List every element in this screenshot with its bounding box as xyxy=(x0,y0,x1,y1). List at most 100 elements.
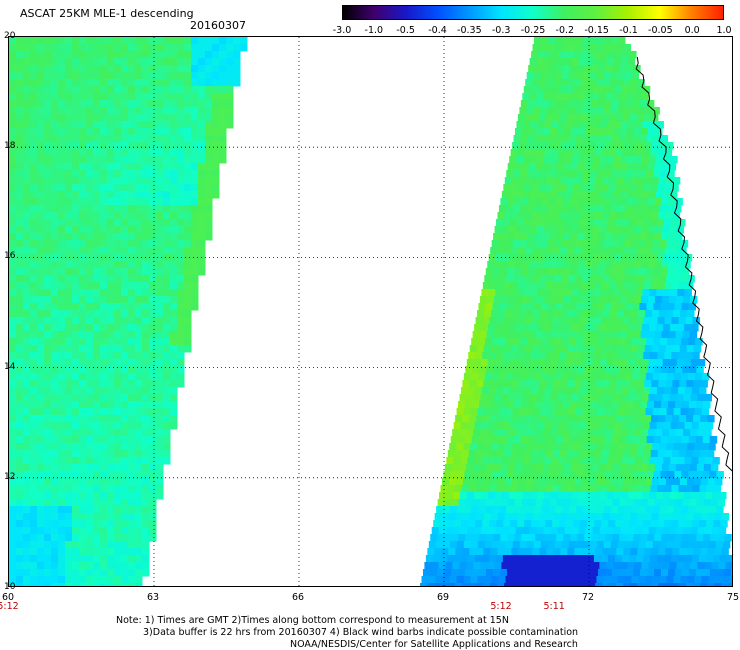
swath-cell xyxy=(709,436,718,444)
swath-cell xyxy=(65,72,73,80)
swath-cell xyxy=(512,142,520,150)
swath-cell xyxy=(107,121,115,129)
swath-cell xyxy=(226,86,234,94)
swath-cell xyxy=(456,576,465,584)
swath-cell xyxy=(79,233,87,241)
swath-cell xyxy=(93,457,101,465)
swath-cell xyxy=(128,247,136,255)
swath-cell xyxy=(544,86,553,94)
swath-cell xyxy=(609,44,618,52)
swath-cell xyxy=(554,240,563,248)
swath-cell xyxy=(637,345,646,353)
swath-cell xyxy=(142,457,150,465)
swath-cell xyxy=(170,345,178,353)
swath-cell xyxy=(23,408,31,416)
swath-cell xyxy=(497,513,506,521)
swath-cell xyxy=(644,345,653,353)
swath-cell xyxy=(491,310,499,318)
swath-cell xyxy=(93,268,101,276)
swath-cell xyxy=(114,415,122,423)
swath-cell xyxy=(530,121,538,129)
swath-cell xyxy=(128,44,136,52)
swath-cell xyxy=(616,212,624,220)
swath-cell xyxy=(636,450,645,458)
swath-cell xyxy=(184,79,192,87)
swath-cell xyxy=(521,534,529,542)
swath-cell xyxy=(597,506,605,514)
swath-cell xyxy=(684,289,692,297)
swath-cell xyxy=(499,506,507,514)
swath-cell xyxy=(674,471,682,479)
swath-cell xyxy=(659,373,668,381)
swath-cell xyxy=(149,177,157,185)
swath-cell xyxy=(30,114,38,122)
swath-cell xyxy=(668,499,677,507)
swath-cell xyxy=(37,282,45,290)
swath-cell xyxy=(596,240,605,248)
swath-cell xyxy=(552,520,560,528)
swath-cell xyxy=(536,562,544,570)
swath-cell xyxy=(568,541,577,549)
swath-cell xyxy=(714,548,722,556)
swath-cell xyxy=(163,205,171,213)
swath-cell xyxy=(58,37,66,45)
swath-cell xyxy=(93,366,101,374)
swath-cell xyxy=(568,373,577,381)
swath-cell xyxy=(37,191,45,199)
swath-cell xyxy=(613,359,622,367)
swath-cell xyxy=(683,429,691,437)
swath-cell xyxy=(621,492,629,500)
swath-cell xyxy=(515,394,523,402)
swath-cell xyxy=(114,394,122,402)
swath-cell xyxy=(51,282,59,290)
swath-cell xyxy=(128,352,136,360)
swath-cell xyxy=(30,205,38,213)
swath-cell xyxy=(44,72,52,80)
swath-cell xyxy=(609,380,617,388)
swath-cell xyxy=(58,142,66,150)
swath-cell xyxy=(614,492,622,500)
swath-cell xyxy=(594,450,603,458)
swath-cell xyxy=(58,317,66,325)
swath-cell xyxy=(457,471,465,479)
swath-cell xyxy=(128,401,136,409)
swath-cell xyxy=(453,492,461,500)
swath-cell xyxy=(156,177,164,185)
swath-cell xyxy=(668,296,677,304)
swath-cell xyxy=(121,436,129,444)
swath-cell xyxy=(668,163,677,171)
swath-cell xyxy=(79,352,87,360)
swath-cell xyxy=(641,359,650,367)
swath-cell xyxy=(44,583,52,586)
swath-cell xyxy=(535,65,543,73)
swath-cell xyxy=(551,121,559,129)
swath-cell xyxy=(58,324,66,332)
swath-cell xyxy=(107,499,115,507)
swath-cell xyxy=(500,499,509,507)
swath-cell xyxy=(516,492,524,500)
swath-cell xyxy=(484,373,493,381)
swath-cell xyxy=(575,576,584,584)
swath-cell xyxy=(184,177,192,185)
swath-cell xyxy=(72,86,80,94)
swath-cell xyxy=(149,464,157,472)
swath-cell xyxy=(670,387,679,395)
swath-cell xyxy=(30,415,38,423)
swath-cell xyxy=(37,569,45,577)
swath-cell xyxy=(624,310,632,318)
swath-cell xyxy=(156,58,164,66)
swath-cell xyxy=(538,219,546,227)
swath-cell xyxy=(714,478,723,486)
swath-cell xyxy=(512,443,520,451)
swath-cell xyxy=(511,513,520,521)
swath-cell xyxy=(226,37,234,45)
swath-cell xyxy=(156,268,164,276)
swath-cell xyxy=(658,212,666,220)
swath-cell xyxy=(23,233,31,241)
swath-cell xyxy=(135,44,143,52)
swath-cell xyxy=(544,387,553,395)
swath-cell xyxy=(589,576,598,584)
swath-cell xyxy=(156,142,164,150)
swath-cell xyxy=(621,86,630,94)
swath-cell xyxy=(532,177,541,185)
